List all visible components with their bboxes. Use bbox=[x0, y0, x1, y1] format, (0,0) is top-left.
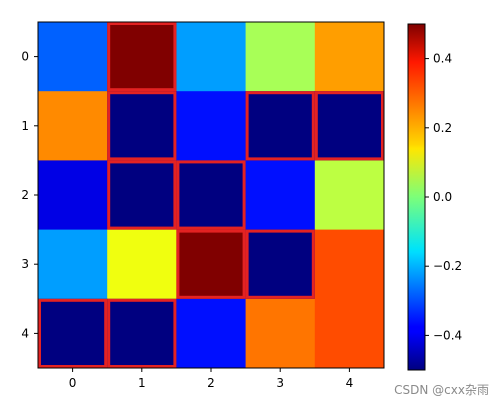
heatmap-cell-r1-c0 bbox=[38, 91, 108, 161]
highlight-box-r1-c4 bbox=[314, 91, 384, 161]
heatmap-cell-r3-c0 bbox=[38, 229, 108, 300]
highlight-box-r1-c3 bbox=[245, 91, 315, 161]
x-tick-label: 1 bbox=[138, 376, 146, 390]
highlight-boxes bbox=[38, 22, 384, 368]
heatmap-cell-r4-c0 bbox=[38, 298, 108, 369]
heatmap-cell-r2-c1 bbox=[107, 160, 177, 231]
colorbar-tick-label: −0.4 bbox=[433, 328, 462, 342]
heatmap-cell-r2-c2 bbox=[176, 160, 247, 231]
heatmap-cell-r4-c3 bbox=[245, 298, 316, 369]
heatmap-cell-r2-c0 bbox=[38, 160, 108, 231]
heatmap-cell-r3-c1 bbox=[107, 229, 177, 300]
heatmap-cell-r4-c2 bbox=[176, 298, 247, 369]
y-tick-label: 2 bbox=[21, 188, 29, 202]
colorbar-axis: 0.4 0.2 0.0 −0.2 −0.4 bbox=[425, 52, 462, 342]
heatmap-cells bbox=[38, 22, 385, 369]
colorbar-tick-label: −0.2 bbox=[433, 259, 462, 273]
highlight-box-r3-c2 bbox=[176, 229, 246, 299]
highlight-box-r2-c1 bbox=[107, 160, 177, 230]
heatmap-cell-r1-c4 bbox=[314, 91, 385, 161]
colorbar-tick-label: 0.0 bbox=[433, 190, 452, 204]
heatmap-cell-r1-c2 bbox=[176, 91, 247, 161]
y-tick-label: 3 bbox=[21, 257, 29, 271]
x-tick-label: 4 bbox=[346, 376, 354, 390]
y-axis: 0 1 2 3 4 bbox=[21, 50, 38, 340]
x-tick-label: 3 bbox=[276, 376, 284, 390]
heatmap-cell-r0-c0 bbox=[38, 22, 108, 92]
y-tick-label: 4 bbox=[21, 326, 29, 340]
highlight-box-r3-c3 bbox=[245, 229, 315, 299]
heatmap-cell-r0-c4 bbox=[314, 22, 385, 92]
y-tick-label: 1 bbox=[21, 119, 29, 133]
heatmap-cell-r0-c1 bbox=[107, 22, 177, 92]
y-tick-label: 0 bbox=[21, 50, 29, 64]
highlight-box-r4-c0 bbox=[38, 298, 108, 368]
heatmap-cell-r0-c2 bbox=[176, 22, 247, 92]
colorbar-tick-label: 0.4 bbox=[433, 52, 452, 66]
x-tick-label: 2 bbox=[207, 376, 215, 390]
highlight-box-r1-c1 bbox=[107, 91, 177, 161]
heatmap-cell-r4-c1 bbox=[107, 298, 177, 369]
highlight-box-r4-c1 bbox=[107, 298, 177, 368]
heatmap-cell-r4-c4 bbox=[314, 298, 385, 369]
heatmap-cell-r3-c4 bbox=[314, 229, 385, 300]
heatmap-cell-r0-c3 bbox=[245, 22, 316, 92]
watermark: CSDN @cxx杂雨 bbox=[394, 383, 489, 397]
heatmap-cell-r1-c3 bbox=[245, 91, 316, 161]
colorbar-tick-label: 0.2 bbox=[433, 121, 452, 135]
x-axis: 0 1 2 3 4 bbox=[69, 368, 353, 390]
heatmap-cell-r1-c1 bbox=[107, 91, 177, 161]
heatmap-cell-r3-c2 bbox=[176, 229, 247, 300]
heatmap-cell-r2-c4 bbox=[314, 160, 385, 231]
heatmap-cell-r3-c3 bbox=[245, 229, 316, 300]
highlight-box-r2-c2 bbox=[176, 160, 246, 230]
heatmap-cell-r2-c3 bbox=[245, 160, 316, 231]
colorbar bbox=[407, 23, 426, 371]
highlight-box-r0-c1 bbox=[107, 22, 177, 92]
x-tick-label: 0 bbox=[69, 376, 77, 390]
